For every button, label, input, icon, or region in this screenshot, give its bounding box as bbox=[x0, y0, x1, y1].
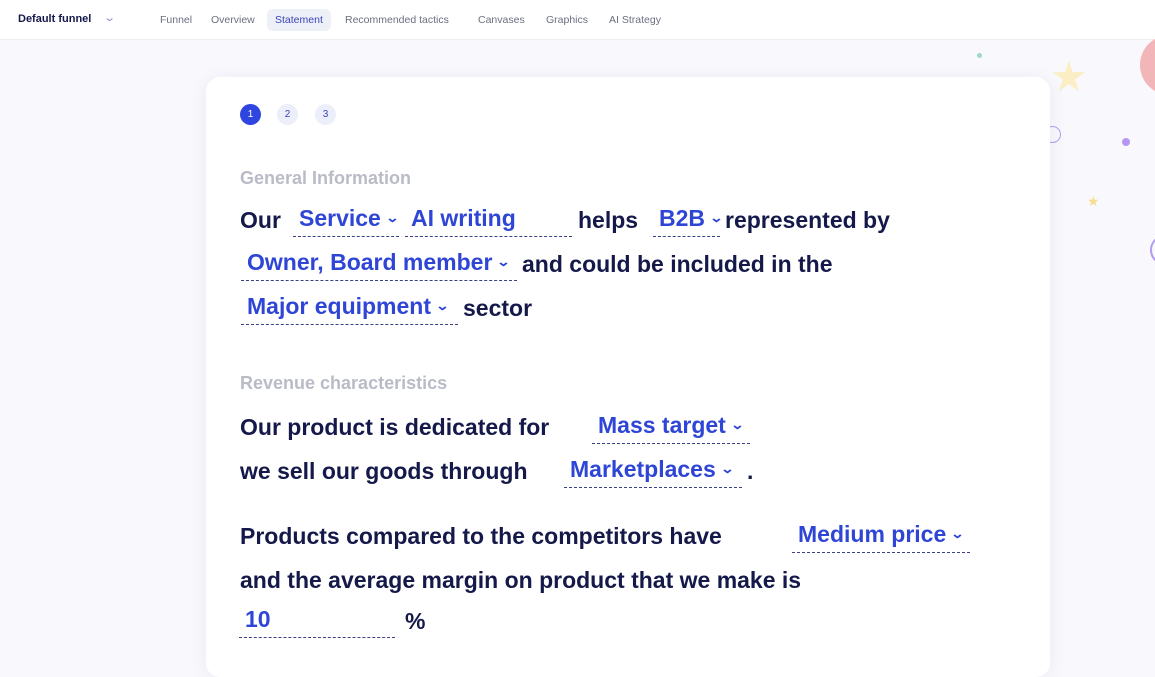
tab-overview[interactable]: Overview bbox=[211, 14, 255, 26]
roles-dropdown[interactable]: Owner, Board member ⌄ bbox=[241, 247, 517, 281]
tab-ai-strategy[interactable]: AI Strategy bbox=[609, 14, 661, 26]
text: Our product is dedicated for bbox=[240, 414, 550, 440]
percent-label: % bbox=[405, 608, 426, 634]
text: helps bbox=[578, 207, 639, 233]
statement-card bbox=[206, 77, 1050, 677]
decor-star-icon: ★ bbox=[1087, 193, 1100, 209]
chevron-down-icon: ⌄ bbox=[435, 298, 450, 313]
tab-statement[interactable]: Statement bbox=[267, 9, 331, 31]
chevron-down-icon[interactable]: ⌄ bbox=[103, 12, 117, 24]
channel-dropdown[interactable]: Marketplaces ⌄ bbox=[564, 454, 742, 488]
chevron-down-icon: ⌄ bbox=[730, 417, 745, 432]
target-dropdown[interactable]: Mass target ⌄ bbox=[592, 410, 750, 444]
funnel-selector[interactable]: Default funnel bbox=[18, 13, 92, 25]
top-nav: Default funnel ⌄ Funnel Overview Stateme… bbox=[0, 0, 1155, 40]
text: sector bbox=[463, 295, 533, 321]
text: Our bbox=[240, 207, 281, 233]
channel-value: Marketplaces bbox=[570, 456, 716, 482]
decor-circle bbox=[1150, 235, 1155, 265]
sector-value: Major equipment bbox=[247, 293, 432, 319]
decor-circle bbox=[1140, 35, 1155, 95]
tab-canvases[interactable]: Canvases bbox=[478, 14, 525, 26]
roles-value: Owner, Board member bbox=[247, 249, 493, 275]
decor-star-icon: ★ bbox=[1050, 53, 1088, 100]
target-value: Mass target bbox=[598, 412, 726, 438]
section-title-revenue: Revenue characteristics bbox=[240, 373, 448, 393]
step-3[interactable]: 3 bbox=[315, 104, 336, 125]
text: . bbox=[747, 458, 754, 484]
decor-dot bbox=[977, 53, 982, 58]
margin-input[interactable]: 10 bbox=[239, 604, 395, 638]
tab-graphics[interactable]: Graphics bbox=[546, 14, 589, 26]
chevron-down-icon: ⌄ bbox=[496, 254, 511, 269]
price-dropdown[interactable]: Medium price ⌄ bbox=[792, 519, 970, 553]
section-title-general: General Information bbox=[240, 168, 412, 188]
chevron-down-icon: ⌄ bbox=[385, 210, 400, 225]
text: Products compared to the competitors hav… bbox=[240, 523, 722, 549]
chevron-down-icon: ⌄ bbox=[709, 210, 724, 225]
sector-dropdown[interactable]: Major equipment ⌄ bbox=[241, 291, 458, 325]
tab-funnel[interactable]: Funnel bbox=[160, 14, 193, 26]
offering-type-value: Service bbox=[299, 205, 381, 231]
tab-recommended-tactics[interactable]: Recommended tactics bbox=[345, 14, 449, 26]
text: and could be included in the bbox=[522, 251, 833, 277]
text: we sell our goods through bbox=[240, 458, 528, 484]
text: and the average margin on product that w… bbox=[240, 567, 802, 593]
offering-type-dropdown[interactable]: Service ⌄ bbox=[293, 203, 399, 237]
step-2[interactable]: 2 bbox=[277, 104, 298, 125]
price-value: Medium price bbox=[798, 521, 947, 547]
text: represented by bbox=[725, 207, 890, 233]
market-value: B2B bbox=[659, 205, 706, 231]
decor-dot bbox=[1122, 138, 1130, 146]
step-1[interactable]: 1 bbox=[240, 104, 261, 125]
chevron-down-icon: ⌄ bbox=[950, 526, 965, 541]
product-input[interactable]: AI writing bbox=[405, 203, 572, 237]
chevron-down-icon: ⌄ bbox=[720, 461, 735, 476]
market-dropdown[interactable]: B2B ⌄ bbox=[653, 203, 724, 237]
